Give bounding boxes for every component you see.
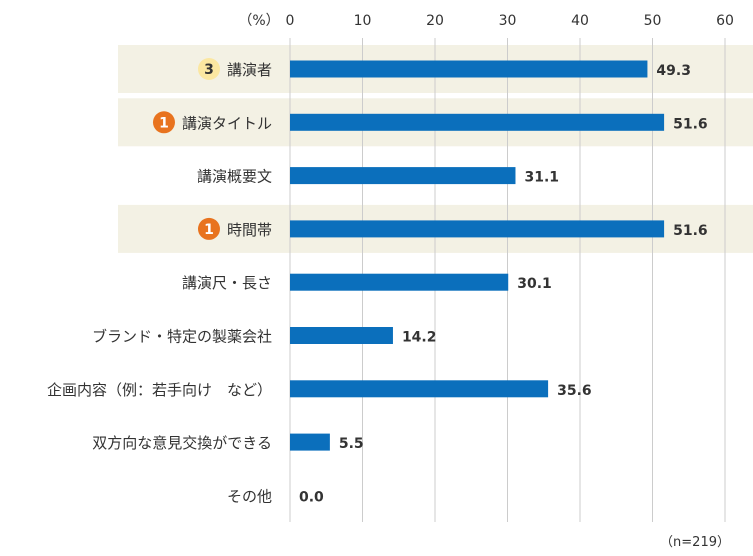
x-tick-label: 20: [426, 13, 444, 29]
category-label: 双方向な意見交換ができる: [92, 434, 272, 452]
x-tick-label: 30: [499, 13, 517, 29]
value-label: 51.6: [673, 116, 708, 132]
category-label: その他: [227, 487, 272, 505]
bar: [290, 167, 516, 185]
bar: [290, 380, 549, 398]
category-labels: 講演者講演タイトル講演概要文時間帯講演尺・長さブランド・特定の製薬会社企画内容（…: [47, 61, 272, 505]
category-label: 講演者: [227, 61, 272, 79]
value-labels: 49.3 51.6 31.1 51.6 30.1 14.2 35.6 5.5 0.0: [299, 63, 708, 505]
bar: [290, 60, 648, 78]
rank-badges: 3 1 1: [152, 58, 220, 240]
category-label: 企画内容（例：若手向け など）: [47, 381, 272, 399]
bar: [290, 220, 665, 238]
value-label: 51.6: [673, 223, 708, 239]
value-label: 0.0: [299, 489, 324, 505]
rank-number: 1: [204, 222, 214, 238]
value-label: 35.6: [557, 383, 592, 399]
rank-number: 1: [159, 115, 169, 131]
bar: [290, 433, 330, 451]
bar: [290, 273, 509, 291]
category-label: 講演タイトル: [182, 114, 272, 132]
rank-badge: [197, 217, 220, 240]
value-label: 5.5: [339, 436, 364, 452]
value-label: 49.3: [656, 63, 691, 79]
category-label: 講演尺・長さ: [182, 274, 272, 292]
x-tick-label: 40: [571, 13, 589, 29]
x-tick-label: 0: [286, 13, 295, 29]
rank-badge: [152, 111, 175, 134]
category-label: 講演概要文: [197, 168, 272, 186]
x-tick-label: 50: [644, 13, 662, 29]
x-tick-labels: 0 10 20 30 40 50 60: [286, 13, 734, 29]
value-label: 31.1: [524, 170, 559, 186]
value-label: 14.2: [402, 330, 437, 346]
unit-label: （%）: [238, 13, 279, 29]
rank-badge: [197, 58, 220, 80]
sample-size-note: （n=219）: [660, 535, 730, 550]
x-tick-label: 10: [354, 13, 372, 29]
category-label: 時間帯: [227, 221, 272, 239]
rank-number: 3: [204, 62, 214, 78]
value-label: 30.1: [517, 276, 552, 292]
category-label: ブランド・特定の製薬会社: [92, 328, 272, 346]
bars: [290, 60, 665, 451]
x-tick-label: 60: [716, 13, 734, 29]
bar: [290, 113, 665, 131]
bar: [290, 327, 393, 344]
